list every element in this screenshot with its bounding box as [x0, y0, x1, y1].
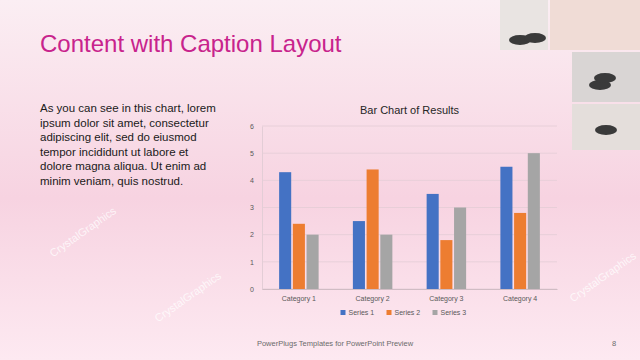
x-tick-label: Category 2 [356, 295, 390, 303]
photo [572, 52, 640, 102]
y-tick-label: 6 [250, 123, 254, 130]
x-tick: Category 3 [429, 289, 463, 303]
grid [262, 126, 557, 289]
x-tick: Category 1 [282, 289, 316, 303]
bar [440, 240, 452, 289]
bar [353, 221, 365, 289]
photo [500, 0, 548, 50]
bar [293, 224, 305, 289]
chart-title: Bar Chart of Results [360, 104, 460, 116]
y-tick: 1 [250, 259, 262, 266]
photo [572, 104, 640, 150]
bar [367, 169, 379, 289]
y-tick-label: 0 [250, 286, 254, 293]
caption-line: dolore magna aliqua. Ut enim ad [40, 160, 206, 172]
y-tick: 6 [250, 123, 262, 130]
caption-line: minim veniam, quis nostrud. [40, 175, 183, 187]
bar [307, 235, 319, 289]
grid-line [262, 261, 557, 262]
x-axis: Category 1 Category 2 Category 3 Category 4 [263, 289, 558, 303]
bar [380, 235, 392, 289]
y-tick: 5 [250, 150, 262, 157]
chart: Bar Chart of Results0123456Category 1Cat… [250, 104, 557, 316]
photos [500, 0, 640, 150]
x-axis-line [263, 289, 558, 290]
slide: CrystalGraphics CrystalGraphics CrystalGra… [0, 0, 640, 360]
slide-title: Content with Caption Layout [40, 30, 342, 57]
y-tick: 4 [250, 177, 262, 184]
series [307, 153, 540, 289]
watermark: CrystalGraphics [47, 204, 118, 259]
caption-line: tempor incididunt ut labore et [40, 146, 189, 158]
grid-line [262, 289, 557, 290]
legend-label: Series 3 [441, 309, 467, 316]
caption-line: As you can see in this chart, lorem [40, 102, 216, 114]
series [293, 169, 526, 289]
x-tick: Category 4 [503, 289, 537, 303]
legend-item: Series 2 [387, 309, 421, 316]
legend-label: Series 2 [395, 309, 421, 316]
watermark: CrystalGraphics [567, 249, 638, 304]
y-tick-label: 2 [250, 231, 254, 238]
grid-line [262, 180, 557, 181]
legend-swatch [387, 310, 392, 315]
caption-line: ipsum dolor sit amet, consectetur [40, 117, 209, 129]
bar [454, 208, 466, 290]
legend-label: Series 1 [349, 309, 375, 316]
grid-line [262, 207, 557, 208]
photo [550, 0, 640, 50]
y-tick-label: 1 [250, 259, 254, 266]
x-tick: Category 2 [356, 289, 390, 303]
bar [279, 172, 291, 289]
caption-line: adipiscing elit, sed do eiusmod [40, 131, 197, 143]
y-axis: 0 1 2 3 4 5 6 [250, 123, 262, 293]
y-tick: 0 [250, 286, 262, 293]
stone [595, 125, 617, 135]
background [0, 0, 640, 360]
y-tick-label: 4 [250, 177, 254, 184]
stone [524, 33, 546, 43]
y-axis-line [262, 127, 263, 290]
series [279, 167, 512, 289]
grid-line [262, 234, 557, 235]
x-tick-label: Category 1 [282, 295, 316, 303]
grid-line [262, 153, 557, 154]
x-tick-label: Category 3 [429, 295, 463, 303]
footer: PowerPlugs Templates for PowerPoint Prev… [257, 339, 414, 348]
grid-line [262, 126, 557, 127]
bar [500, 167, 512, 289]
y-tick: 2 [250, 231, 262, 238]
legend-swatch [341, 310, 346, 315]
y-tick-label: 3 [250, 204, 254, 211]
stone [594, 73, 616, 83]
legend-item: Series 1 [341, 309, 375, 316]
bar [514, 213, 526, 289]
bar [427, 194, 439, 289]
y-tick-label: 5 [250, 150, 254, 157]
caption: As you can see in this chart, lorem ipsum… [40, 102, 216, 187]
y-tick: 3 [250, 204, 262, 211]
bar [528, 153, 540, 289]
x-tick-label: Category 4 [503, 295, 537, 303]
watermark: CrystalGraphics [152, 269, 223, 324]
legend: Series 1 Series 2 Series 3 [341, 309, 467, 316]
legend-item: Series 3 [433, 309, 467, 316]
legend-swatch [433, 310, 438, 315]
page-number: 8 [612, 339, 616, 348]
bars [279, 153, 540, 289]
